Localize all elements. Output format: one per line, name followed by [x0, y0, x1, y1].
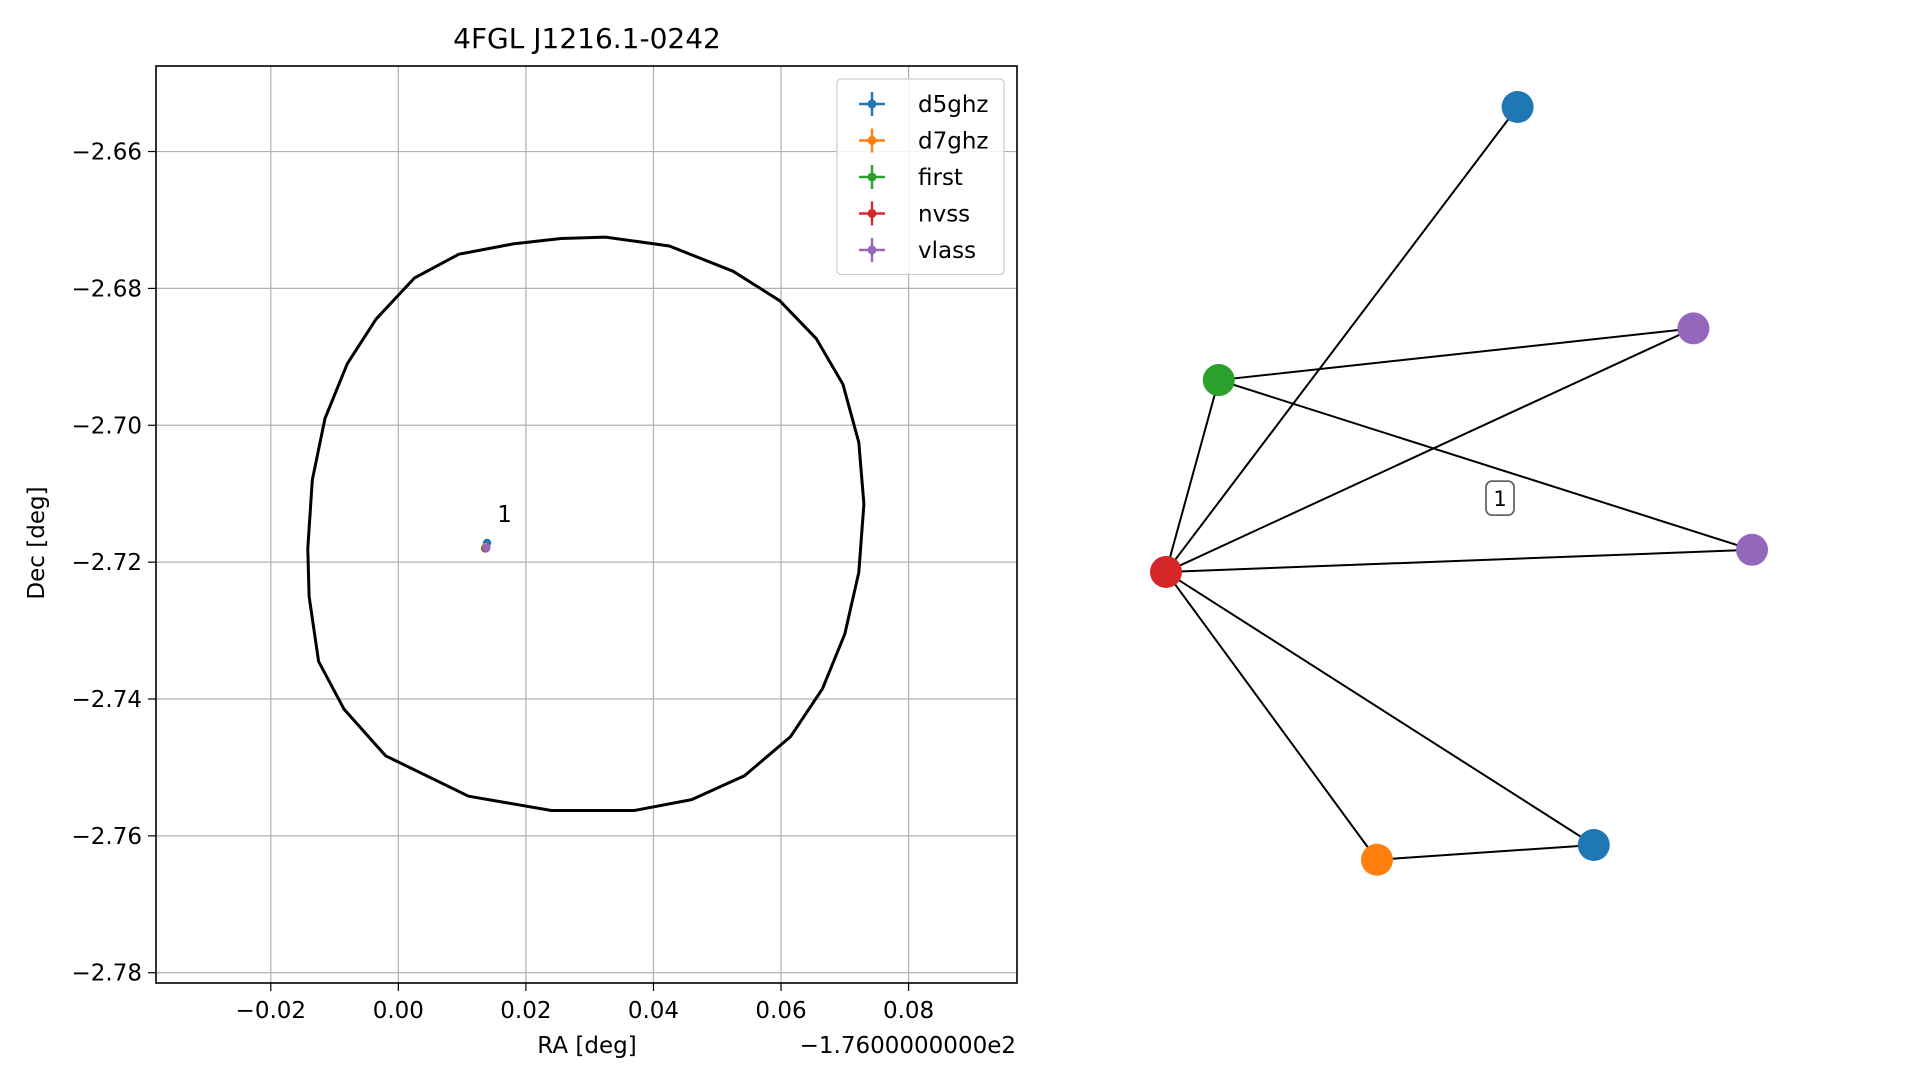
y-tick-label: −2.76 [72, 824, 142, 850]
y-tick-label: −2.72 [72, 550, 142, 576]
x-tick-label: 0.04 [628, 998, 679, 1024]
legend-item-nvss: nvss [859, 201, 970, 228]
network-edges [1165, 106, 1753, 861]
uncertainty-ellipse-layer [306, 235, 866, 812]
y-tick-label: −2.78 [72, 961, 142, 987]
scatter-panel: 1 −0.02 0.00 0.02 0.04 0.06 0.08 −2.66−2.68−2… [24, 22, 1018, 1059]
legend-marker-dot [867, 99, 877, 109]
network-node-vlass [1677, 312, 1710, 345]
points-layer: 1 [480, 502, 512, 553]
network-edge [1218, 379, 1753, 551]
x-tick-label: 0.08 [883, 998, 934, 1024]
x-axis-ticks: −0.02 0.00 0.02 0.04 0.06 0.08 [236, 983, 934, 1024]
legend-label: vlass [918, 238, 976, 264]
network-edge [1165, 379, 1220, 573]
y-tick-label: −2.68 [72, 276, 142, 302]
grid [156, 66, 1017, 983]
chart-title: 4FGL J1216.1-0242 [453, 22, 721, 55]
legend: d5ghz d7ghz first nvss vlass [836, 78, 1005, 276]
legend-marker-dot [867, 172, 877, 182]
legend-label: d7ghz [918, 129, 988, 155]
network-edge-label: 1 [1485, 480, 1515, 517]
x-axis-offset-label: −1.7600000000e2 [800, 1033, 1016, 1059]
legend-item-d7ghz: d7ghz [859, 128, 988, 155]
legend-label: first [918, 165, 963, 191]
network-node-vlass [1736, 533, 1768, 566]
network-node-nvss [1150, 555, 1182, 588]
x-tick-label: −0.02 [236, 998, 306, 1024]
legend-marker-dot [867, 136, 877, 145]
legend-item-first: first [859, 165, 963, 191]
legend-item-d5ghz: d5ghz [859, 92, 988, 118]
network-panel: 1 [1150, 91, 1768, 876]
network-node-first [1202, 364, 1235, 397]
point-annotation: 1 [497, 502, 512, 528]
y-tick-label: −2.74 [72, 687, 142, 713]
x-tick-label: 0.00 [373, 998, 424, 1024]
network-edge [1165, 327, 1694, 573]
y-tick-label: −2.70 [72, 413, 142, 439]
axes-frame [155, 65, 1018, 984]
x-axis-label: RA [deg] [537, 1033, 636, 1059]
x-tick-label: 0.02 [500, 998, 551, 1024]
network-edge [1165, 571, 1595, 846]
network-edge [1165, 548, 1753, 573]
y-axis-label: Dec [deg] [24, 486, 50, 599]
network-edge [1218, 327, 1694, 382]
legend-marker-dot [867, 245, 877, 255]
uncertainty-ellipse [306, 235, 866, 812]
network-node-d5ghz [1501, 91, 1534, 123]
network-nodes [1150, 91, 1768, 876]
legend-item-vlass: vlass [859, 238, 976, 264]
y-tick-label: −2.66 [72, 140, 142, 166]
y-axis-ticks: −2.66 −2.68 −2.70 −2.72 −2.74 −2.76 −2.78 [72, 140, 156, 987]
legend-box [836, 78, 1005, 276]
network-edge [1165, 571, 1378, 861]
legend-label: d5ghz [918, 92, 988, 118]
legend-marker-dot [867, 209, 877, 218]
edge-label-box [1485, 480, 1515, 517]
network-node-d7ghz [1360, 843, 1393, 876]
edge-label-text: 1 [1493, 487, 1506, 511]
network-node-d5ghz [1577, 829, 1610, 861]
network-edge [1376, 844, 1594, 861]
legend-label: nvss [918, 202, 970, 228]
x-tick-label: 0.06 [755, 998, 806, 1024]
data-point-vlass [482, 543, 491, 552]
network-edge [1165, 106, 1519, 573]
